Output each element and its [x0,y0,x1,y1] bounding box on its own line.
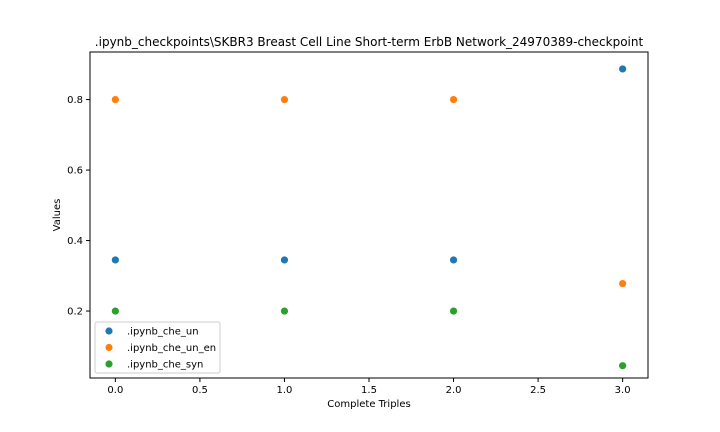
scatter-point [449,95,458,104]
y-tick-label: 0.6 [67,166,83,177]
legend: .ipynb_che_un .ipynb_che_un_en .ipynb_che_… [94,321,221,374]
legend-marker [105,360,113,368]
scatter-point [449,256,458,264]
x-tick-label: 0.5 [192,385,208,396]
x-tick-label: 2.5 [530,385,546,396]
legend-box [94,321,221,374]
legend-label: .ipynb_che_syn [127,360,203,371]
legend-label: .ipynb_che_un [127,327,199,338]
legend-marker [105,327,113,335]
x-tick-label: 0.0 [107,385,123,396]
y-tick-label: 0.4 [67,236,83,247]
x-tick-label: 1.5 [361,385,377,396]
chart-title: .ipynb_checkpoints\SKBR3 Breast Cell Lin… [95,35,644,49]
scatter-point [619,362,627,370]
scatter-point [619,279,627,288]
legend-marker [105,343,113,352]
data-points [111,65,627,370]
x-axis: 0.0 0.5 1.0 1.5 2.0 2.5 3.0 [107,378,631,396]
x-tick-label: 3.0 [615,385,631,396]
x-tick-label: 2.0 [446,385,462,396]
y-axis-label: Values [52,199,63,232]
y-tick-label: 0.2 [67,307,83,318]
scatter-point [111,256,119,264]
y-tick-label: 0.8 [67,95,83,106]
scatter-point [280,95,289,104]
scatter-point [619,65,627,73]
scatter-point [280,307,289,315]
scatter-point [111,307,119,315]
x-axis-label: Complete Triples [327,399,410,410]
scatter-point [449,307,458,315]
y-axis: 0.2 0.4 0.6 0.8 [67,95,90,318]
scatter-point [111,95,119,104]
legend-label: .ipynb_che_un_en [127,343,216,354]
x-tick-label: 1.0 [277,385,293,396]
scatter-point [280,256,289,264]
